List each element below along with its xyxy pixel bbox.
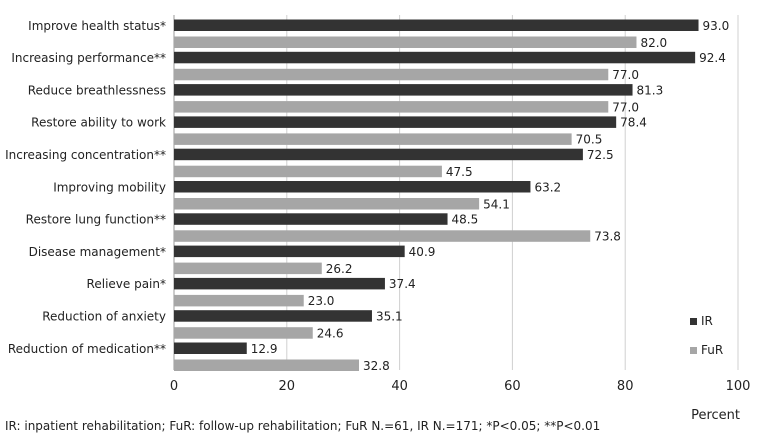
x-tick-label: 20: [279, 379, 296, 394]
data-label-fur: 73.8: [594, 230, 621, 244]
bar-fur: [174, 68, 609, 81]
bar-fur: [174, 101, 609, 113]
bar-fur: [174, 230, 591, 242]
x-tick-label: 60: [504, 379, 521, 394]
bar-fur: [174, 359, 359, 371]
data-label-fur: 26.2: [326, 262, 353, 276]
data-label-fur: 24.6: [317, 326, 344, 340]
bar-ir: [174, 19, 699, 31]
bar-fur: [174, 327, 313, 339]
data-label-ir: 35.1: [376, 309, 403, 323]
chart-caption: IR: inpatient rehabilitation; FuR: follo…: [5, 419, 601, 433]
data-label-ir: 37.4: [389, 277, 416, 291]
category-label: Increasing performance**: [11, 51, 166, 65]
bar-ir: [174, 116, 617, 128]
bar-ir: [174, 51, 696, 64]
category-label: Relieve pain*: [87, 277, 166, 291]
data-label-fur: 82.0: [640, 36, 667, 50]
bar-fur: [174, 198, 480, 210]
bar-ir: [174, 213, 448, 225]
data-label-fur: 77.0: [612, 100, 639, 114]
bar-fur: [174, 36, 637, 48]
x-tick-label: 80: [617, 379, 634, 394]
x-axis-label: Percent: [691, 408, 740, 423]
data-label-ir: 63.2: [534, 180, 561, 194]
data-label-ir: 92.4: [699, 51, 726, 65]
data-label-ir: 72.5: [587, 148, 614, 162]
x-tick-label: 40: [391, 379, 408, 394]
category-label: Disease management*: [29, 245, 166, 259]
legend-swatch-ir: [690, 318, 697, 325]
category-label: Improving mobility: [53, 180, 166, 194]
bar-ir: [174, 181, 531, 193]
legend-swatch-fur: [690, 347, 697, 354]
data-label-ir: 78.4: [620, 116, 647, 130]
category-label: Reduction of anxiety: [42, 309, 166, 323]
x-tick-label: 100: [726, 379, 751, 394]
data-label-fur: 77.0: [612, 68, 639, 82]
data-label-ir: 12.9: [251, 342, 278, 356]
bar-ir: [174, 84, 633, 96]
data-label-fur: 70.5: [576, 133, 603, 147]
data-label-ir: 48.5: [452, 213, 479, 227]
data-label-fur: 23.0: [308, 294, 335, 308]
legend-label-ir: IR: [701, 314, 713, 328]
category-label: Restore lung function**: [26, 213, 166, 227]
category-label: Restore ability to work: [31, 116, 166, 130]
data-label-fur: 47.5: [446, 165, 473, 179]
bar-ir: [174, 148, 583, 161]
category-label: Reduce breathlessness: [28, 83, 166, 97]
bar-fur: [174, 294, 304, 307]
bar-fur: [174, 165, 442, 178]
category-label: Reduction of medication**: [8, 342, 166, 356]
category-label: Increasing concentration**: [5, 148, 166, 162]
bar-ir: [174, 245, 405, 258]
bar-fur: [174, 133, 572, 145]
category-label: Improve health status*: [28, 19, 166, 33]
data-label-ir: 40.9: [409, 245, 436, 259]
x-tick-label: 0: [170, 379, 178, 394]
bar-fur: [174, 262, 322, 275]
data-label-ir: 93.0: [703, 19, 730, 33]
legend-label-fur: FuR: [701, 343, 723, 357]
data-label-ir: 81.3: [637, 83, 664, 97]
bar-ir: [174, 342, 247, 354]
data-label-fur: 32.8: [363, 359, 390, 373]
bar-ir: [174, 310, 372, 322]
bar-ir: [174, 277, 385, 290]
data-label-fur: 54.1: [483, 197, 510, 211]
